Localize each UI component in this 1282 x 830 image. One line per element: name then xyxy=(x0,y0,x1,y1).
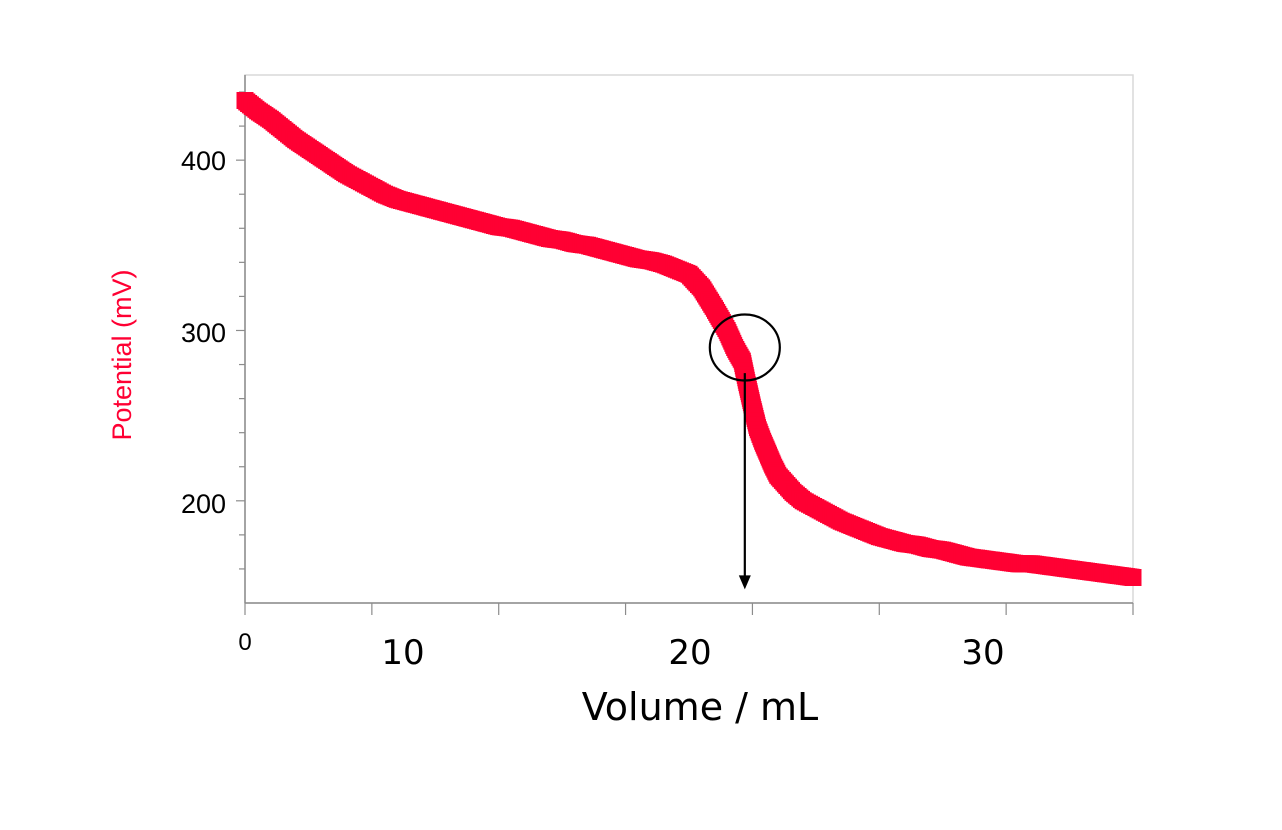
x-axis-label: Volume / mL xyxy=(582,685,818,729)
series-points xyxy=(236,92,1142,586)
y-tick-label-200: 200 xyxy=(181,489,226,519)
data-point xyxy=(1124,569,1142,586)
annotations xyxy=(708,313,781,590)
x-minor-ticks xyxy=(244,603,1134,615)
equivalence-arrowhead xyxy=(738,575,751,590)
y-minor-ticks xyxy=(236,91,245,570)
plot-frame xyxy=(244,74,1134,604)
y-axis-label: Potential (mV) xyxy=(107,269,137,440)
y-tick-labels: 200 300 400 xyxy=(181,146,226,519)
x-tick-labels: 0 10 20 30 xyxy=(238,629,1004,673)
x-tick-label-20: 20 xyxy=(668,633,711,673)
x-tick-label-10: 10 xyxy=(381,633,424,673)
x-tick-label-30: 30 xyxy=(961,633,1004,673)
y-tick-label-300: 300 xyxy=(181,318,226,348)
x-tick-label-0: 0 xyxy=(238,629,251,656)
y-tick-label-400: 400 xyxy=(181,146,226,176)
plot-area-border xyxy=(244,74,1134,604)
